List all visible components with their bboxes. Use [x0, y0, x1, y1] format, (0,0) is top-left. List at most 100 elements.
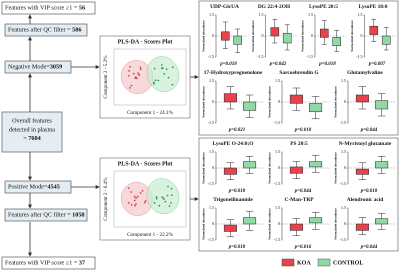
y-tick-label: 1.5 — [308, 12, 313, 17]
y-tick-label: 0 — [311, 33, 313, 38]
panel-title: LysoPE 20:5 — [309, 4, 338, 10]
koa-point — [128, 69, 131, 72]
box — [375, 161, 389, 169]
control-point — [153, 202, 156, 204]
flow-count: 37 — [79, 260, 85, 267]
panel-title: UDP-GlcUA — [210, 4, 239, 10]
p-value: p=0.018 — [219, 62, 237, 67]
control-point — [162, 196, 164, 199]
pls-title: PLS-DA - Scores Plot — [118, 161, 173, 167]
pls-title: PLS-DA - Scores Plot — [118, 39, 173, 45]
y-axis-label: Normalized abundance — [268, 208, 272, 240]
box — [369, 25, 379, 35]
flow-count: 4545 — [47, 184, 59, 191]
flow-box — [1, 1, 96, 15]
y-axis-label: Normalized abundance — [202, 152, 206, 184]
panel-title: 17-Hydroxypregnenolone — [204, 70, 263, 76]
control-point — [170, 201, 172, 204]
y-tick-label: 0 — [344, 165, 346, 170]
p-value: p=0.018 — [294, 128, 312, 133]
y-tick-label: -1.5 — [307, 54, 313, 59]
p-value: p=0.044 — [294, 189, 312, 194]
control-point — [171, 66, 174, 69]
box — [243, 101, 257, 111]
control-point — [154, 79, 157, 82]
box — [289, 166, 303, 174]
box — [375, 100, 389, 110]
y-tick-label: 0 — [278, 165, 280, 170]
panel-title: Sarcoehrendin G — [279, 70, 319, 76]
y-axis-label: Normalized abundance — [334, 152, 338, 184]
y-axis-label: Normalized abundance — [202, 208, 206, 240]
y-tick-label: 1.5 — [341, 205, 346, 210]
control-point — [163, 73, 166, 75]
control-ellipse — [146, 178, 180, 215]
box — [332, 37, 341, 47]
flow-label: Features after QC filter = — [8, 212, 72, 219]
y-tick-label: 0 — [212, 99, 214, 104]
y-tick-label: 0 — [262, 33, 264, 38]
y-tick-label: 0 — [212, 221, 214, 226]
control-point — [152, 82, 155, 85]
y-tick-label: 1.5 — [358, 12, 363, 17]
box — [309, 217, 323, 224]
group-frame — [198, 0, 399, 136]
control-point — [167, 76, 170, 79]
box — [320, 28, 329, 38]
control-point — [168, 205, 171, 208]
koa-point — [132, 72, 135, 75]
y-axis-label: Normalized abundance — [334, 208, 338, 240]
y-tick-label: 0 — [212, 33, 214, 38]
control-point — [165, 68, 168, 71]
box — [289, 94, 303, 104]
y-tick-label: -1.5 — [274, 181, 280, 186]
flow-count: 586 — [72, 27, 81, 34]
flow-text: Overall features — [12, 117, 52, 124]
flow-text: Positive Mode=4545 — [8, 184, 60, 191]
p-value: p=0.018 — [360, 189, 378, 194]
flow-count: 3059 — [50, 64, 62, 71]
pls-x-label: Component 1 - 22.2% — [127, 232, 173, 238]
koa-point — [134, 77, 137, 80]
control-point — [155, 196, 158, 198]
box — [355, 223, 369, 231]
pls-plots: PLS-DA - Scores Plot Component 1 - 24.1% C… — [99, 35, 191, 241]
control-point — [155, 197, 158, 200]
koa-point — [144, 200, 147, 202]
koa-point — [135, 77, 138, 80]
y-tick-label: -1.5 — [340, 120, 346, 125]
koa-point — [139, 192, 142, 194]
flow-text: detected in plasma — [9, 126, 55, 133]
flow-label: Features with VIP score ≥1 = — [5, 5, 79, 12]
koa-point — [130, 203, 133, 206]
y-tick-label: -1.5 — [340, 237, 346, 242]
p-value: p=0.018 — [228, 189, 246, 194]
koa-point — [133, 199, 136, 202]
box — [309, 161, 323, 168]
koa-point — [129, 86, 131, 89]
y-tick-label: 1.5 — [275, 205, 280, 210]
flow-count: 7604 — [28, 135, 40, 142]
koa-point — [137, 72, 139, 75]
panel-title: DG 22:4-2OH — [258, 4, 291, 10]
p-value: p=0.044 — [360, 128, 378, 133]
y-tick-label: 0 — [212, 165, 214, 170]
y-tick-label: -1.5 — [274, 237, 280, 242]
y-tick-label: 1.5 — [209, 12, 214, 17]
koa-point — [130, 191, 133, 193]
flow-count: 56 — [79, 5, 85, 12]
box — [355, 94, 369, 103]
y-axis-label: Normalized abundance — [202, 86, 206, 118]
legend-swatch — [317, 258, 331, 267]
control-point — [163, 198, 165, 201]
flow-label: = — [23, 135, 28, 142]
legend-label: KOA — [297, 260, 311, 266]
y-tick-label: -1.5 — [208, 237, 214, 242]
pls-x-label: Component 1 - 24.1% — [127, 110, 173, 116]
koa-point — [139, 66, 142, 69]
p-value: p=0.042 — [269, 62, 287, 67]
flow-label: Positive Mode= — [8, 184, 48, 191]
koa-point — [130, 84, 133, 87]
flow-text: Features after QC filter = 586 — [8, 27, 81, 34]
